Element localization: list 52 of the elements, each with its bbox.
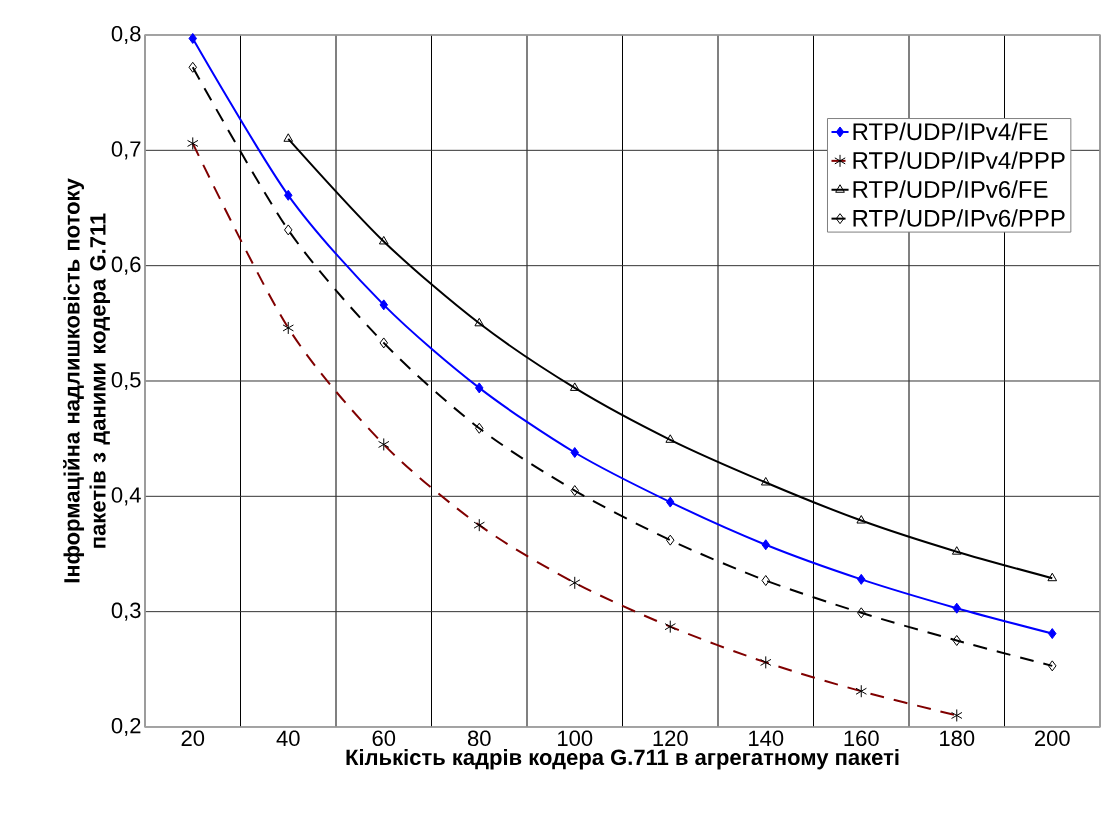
x-axis-title: Кількість кадрів кодера G.711 в агрегатному пакеті: [346, 748, 899, 770]
point: [475, 382, 484, 394]
point: [284, 224, 293, 236]
point: [283, 133, 294, 142]
point: [379, 299, 388, 311]
x-tick-label: 200: [1035, 730, 1070, 747]
legend-label: RTP/UDP/IPv4/FE: [853, 122, 1048, 141]
point: [1048, 628, 1057, 640]
point: [761, 539, 771, 551]
y-tick-label: 0,7: [111, 141, 141, 160]
x-tick-label: 20: [181, 730, 205, 747]
point: [379, 337, 388, 349]
y-tick-label: 0,3: [111, 602, 141, 621]
x-tick-label: 120: [653, 730, 688, 747]
point: [378, 235, 389, 245]
x-tick-label: 140: [749, 730, 784, 747]
point: [665, 434, 676, 443]
x-tick-label: 40: [276, 730, 300, 747]
legend-label: RTP/UDP/IPv4/PPP: [853, 151, 1065, 170]
legend-label: RTP/UDP/IPv6/FE: [853, 180, 1048, 198]
point: [188, 32, 197, 44]
x-tick-label: 100: [558, 730, 593, 747]
point: [1047, 572, 1058, 582]
y-tick-label: 0,2: [111, 717, 141, 737]
x-tick-label: 180: [940, 730, 975, 747]
point: [475, 422, 484, 434]
point: [570, 447, 580, 458]
point: [857, 607, 866, 619]
y-tick-label: 0,4: [111, 487, 141, 506]
x-tick-label: 160: [844, 730, 879, 747]
y-tick-label: 0,5: [111, 371, 141, 391]
point: [569, 382, 580, 391]
point: [1048, 660, 1057, 672]
point: [474, 317, 485, 327]
point: [761, 575, 771, 587]
y-axis-title: Інформаційна надлишковість потоку пакетів з даними кодера G.711: [63, 178, 111, 583]
x-tick-label: 60: [372, 730, 396, 747]
point: [760, 476, 771, 486]
point: [952, 634, 962, 646]
point: [951, 546, 962, 555]
legend-label: RTP/UDP/IPv6/PPP: [853, 209, 1065, 227]
x-tick-label: 80: [467, 730, 491, 747]
y-tick-label: 0,6: [111, 256, 141, 275]
point: [666, 496, 675, 508]
y-tick-label: 0,8: [111, 25, 141, 45]
point: [284, 189, 293, 201]
point: [952, 602, 962, 614]
point: [857, 573, 866, 585]
point: [666, 534, 675, 546]
point: [856, 515, 867, 524]
point: [570, 485, 580, 497]
point: [188, 61, 197, 73]
